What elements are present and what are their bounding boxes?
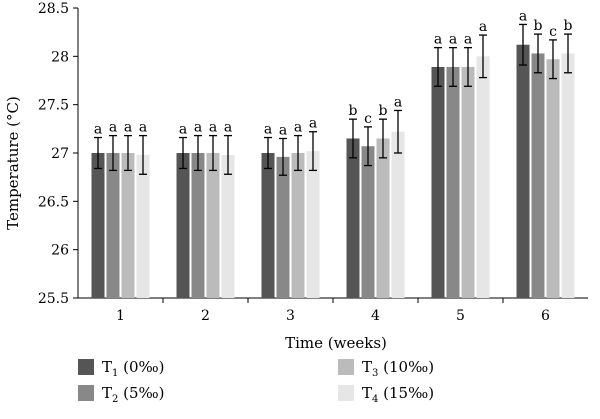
y-tick-label: 28 (51, 49, 69, 65)
bar (276, 156, 290, 298)
significance-letter: a (309, 116, 317, 132)
legend-swatch (78, 359, 94, 375)
x-tick-label: 4 (371, 308, 380, 324)
y-tick-label: 26 (51, 243, 69, 259)
legend: T1 (0‰) T2 (5‰) T3 (10‰) T4 (15‰) (78, 358, 434, 405)
bar (376, 138, 390, 298)
x-tick-label: 2 (201, 308, 210, 324)
significance-letter: b (349, 103, 358, 119)
bar (391, 131, 405, 298)
significance-letter: a (224, 120, 232, 136)
bar (291, 153, 305, 298)
legend-label: T3 (10‰) (362, 358, 434, 379)
y-tick-label: 28.5 (38, 1, 69, 17)
legend-swatch (338, 385, 354, 401)
significance-letter: a (449, 32, 457, 48)
x-tick-label: 6 (541, 308, 550, 324)
bar (121, 153, 135, 298)
significance-letter: a (139, 120, 147, 136)
bar (546, 59, 560, 298)
y-tick-label: 26.5 (38, 194, 69, 210)
bar (306, 151, 320, 298)
bar (361, 146, 375, 298)
significance-letter: a (294, 120, 302, 136)
bar (106, 153, 120, 298)
error-bars (94, 23, 572, 176)
x-tick-label: 3 (286, 308, 295, 324)
bar (461, 66, 475, 298)
x-axis: 1 2 3 4 5 6 (78, 297, 588, 324)
x-tick-label: 5 (456, 308, 465, 324)
significance-letter: a (194, 120, 202, 136)
bar (191, 153, 205, 298)
significance-letter: a (394, 94, 402, 110)
legend-label: T1 (0‰) (102, 358, 165, 379)
legend-swatch (78, 385, 94, 401)
y-tick-label: 27.5 (38, 98, 69, 114)
bar (516, 44, 530, 298)
bar (346, 138, 360, 298)
significance-letter: a (264, 122, 272, 138)
significance-letter: a (209, 120, 217, 136)
significance-letter: a (479, 19, 487, 35)
significance-letter: a (279, 123, 287, 139)
bar (531, 53, 545, 298)
significance-letter: b (534, 18, 543, 34)
x-axis-label: Time (weeks) (285, 334, 387, 352)
significance-letter: b (379, 103, 388, 119)
significance-letter: a (179, 122, 187, 138)
significance-letter: c (364, 111, 372, 127)
bar (176, 153, 190, 298)
bar (476, 56, 490, 299)
y-axis-label: Temperature (°C) (4, 96, 22, 230)
bar (206, 153, 220, 298)
y-axis: 25.5 26 26.5 27 27.5 28 28.5 (38, 1, 79, 307)
legend-label: T2 (5‰) (102, 384, 165, 405)
x-tick-label: 1 (116, 308, 125, 324)
legend-swatch (338, 359, 354, 375)
bar (221, 154, 235, 298)
y-ticks: 25.5 26 26.5 27 27.5 28 28.5 (38, 1, 78, 307)
bar (261, 153, 275, 298)
bar (91, 153, 105, 298)
x-ticks: 1 2 3 4 5 6 (116, 298, 550, 324)
bar (561, 53, 575, 298)
significance-letter: a (94, 122, 102, 138)
significance-letter: a (124, 120, 132, 136)
significance-letter: a (109, 120, 117, 136)
bar (136, 154, 150, 298)
bar (431, 66, 445, 298)
significance-letter: a (434, 32, 442, 48)
significance-letter: c (549, 24, 557, 40)
bars (91, 44, 575, 299)
y-tick-label: 25.5 (38, 291, 69, 307)
significance-letter: a (519, 8, 527, 24)
y-tick-label: 27 (51, 146, 69, 162)
significance-letter: b (564, 18, 573, 34)
significance-letter: a (464, 32, 472, 48)
bar (446, 66, 460, 298)
legend-label: T4 (15‰) (362, 384, 434, 405)
